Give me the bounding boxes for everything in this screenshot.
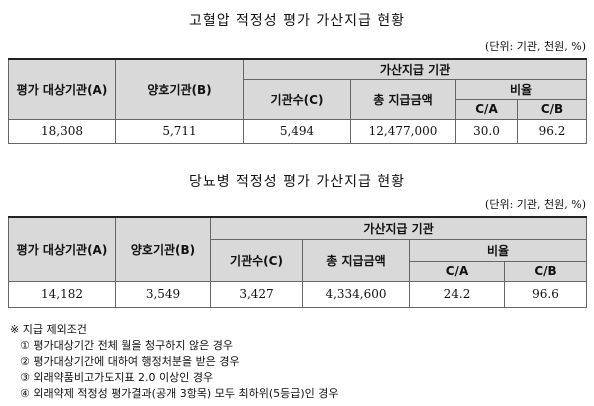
header-bonus-group: 가산지급 기관 [242,58,588,80]
cell-cb: 96.6 [503,280,588,308]
note-item: ① 평가대상기간 전체 월을 청구하지 않은 경우 [20,339,233,352]
header-total-amount: 총 지급금액 [350,78,456,120]
cell-count: 3,427 [210,280,303,308]
cell-total: 12,477,000 [350,118,456,144]
table2-unit: (단위: 기관, 천원, %) [485,198,586,211]
notes-header: ※ 지급 제외조건 [10,323,87,336]
cell-good: 5,711 [115,118,244,144]
note-item: ④ 외래약제 적정성 평가결과(공개 3항목) 모두 최하위(5등급)인 경우 [20,387,339,400]
cell-good: 3,549 [115,280,211,308]
header-cb: C/B [503,260,588,282]
cell-cb: 96.2 [516,118,588,144]
header-ca: C/A [455,98,518,120]
table1-title: 고혈압 적정성 평가 가산지급 현황 [188,13,406,29]
header-eval-institutions: 평가 대상기관(A) [8,58,116,120]
table2-title: 당뇨병 적정성 평가 가산지급 현황 [188,174,406,190]
header-bonus-group: 가산지급 기관 [209,216,588,240]
header-count: 기관수(C) [210,238,303,282]
header-eval-institutions: 평가 대상기관(A) [8,216,116,282]
header-good-institutions: 양호기관(B) [115,216,211,282]
header-ratio: 비율 [408,238,588,262]
cell-eval: 18,308 [8,118,116,144]
header-ca: C/A [409,260,505,282]
header-cb: C/B [516,98,588,120]
diabetes-table: 평가 대상기관(A) 양호기관(B) 가산지급 기관 기관수(C) 총 지급금액… [8,216,588,308]
table-row: 14,182 3,549 3,427 4,334,600 24.2 96.6 [8,280,588,308]
header-count: 기관수(C) [243,78,351,120]
note-item: ② 평가대상기간에 대하여 행정처분을 받은 경우 [20,355,240,368]
hypertension-table: 평가 대상기관(A) 양호기관(B) 가산지급 기관 기관수(C) 총 지급금액… [8,58,588,144]
table-row: 18,308 5,711 5,494 12,477,000 30.0 96.2 [8,118,588,144]
note-item: ③ 외래약품비고가도지표 2.0 이상인 경우 [20,371,214,384]
cell-ca: 30.0 [455,118,518,144]
table1-unit: (단위: 기관, 천원, %) [485,40,586,53]
cell-count: 5,494 [243,118,351,144]
exclusion-notes: ※ 지급 제외조건 ① 평가대상기간 전체 월을 청구하지 않은 경우 ② 평가… [8,322,339,402]
cell-eval: 14,182 [8,280,116,308]
cell-total: 4,334,600 [302,280,410,308]
cell-ca: 24.2 [409,280,505,308]
header-total-amount: 총 지급금액 [302,238,410,282]
header-ratio: 비율 [454,78,588,100]
header-good-institutions: 양호기관(B) [115,58,244,120]
